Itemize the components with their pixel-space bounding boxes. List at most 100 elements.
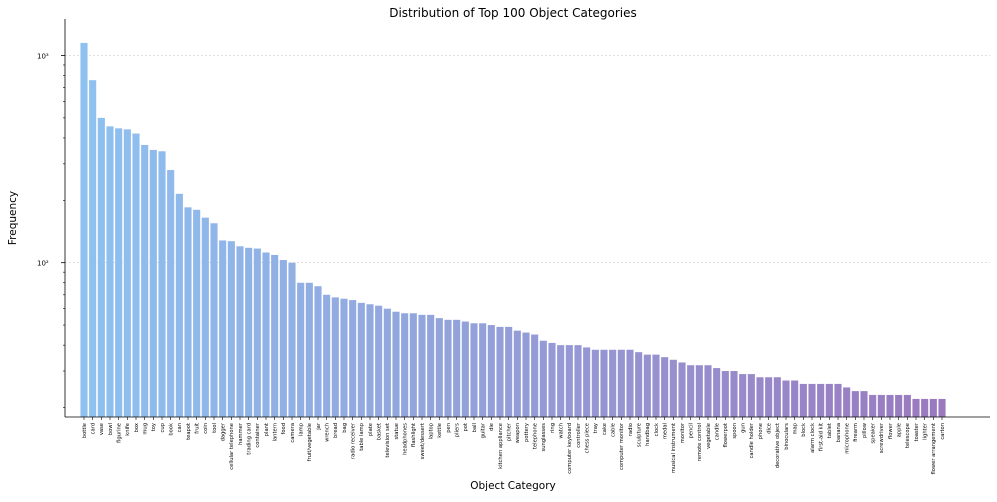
bar-vegetable (704, 365, 712, 417)
bar-pitcher (505, 326, 513, 417)
bar-clock (652, 354, 660, 417)
x-tick-label: bag (342, 423, 348, 433)
x-tick-label: telephone (532, 423, 538, 449)
bar-book (167, 170, 175, 417)
x-tick-label: basket (376, 423, 382, 440)
bar-flower (886, 394, 894, 417)
bar-coin (201, 217, 209, 417)
bar-decorative-object (773, 377, 781, 417)
x-tick-label: controller (576, 422, 582, 448)
x-tick-label: radio receiver (350, 422, 356, 459)
bar-weapon (513, 330, 521, 417)
x-tick-label: camera (290, 423, 296, 443)
x-tick-label: vase (99, 423, 105, 435)
x-tick-label: weapon (515, 423, 521, 443)
bar-kitchen-appliance (496, 326, 504, 417)
x-tick-label: pen (446, 423, 452, 433)
x-tick-label: hammer (238, 422, 244, 445)
x-tick-label: spoon (732, 423, 738, 439)
bar-candle-holder (747, 374, 755, 417)
bar-lamp (297, 282, 305, 417)
x-tick-label: handbag (645, 423, 651, 446)
bar-pillow (860, 391, 868, 417)
bar-computer-monitor (617, 349, 625, 417)
bar-radio (626, 349, 634, 417)
x-tick-label: vegetable (706, 423, 712, 449)
x-tick-label: flower (888, 422, 894, 439)
x-tick-label: flashlight (411, 423, 417, 447)
x-tick-label: tray (593, 423, 599, 433)
bar-statue (392, 311, 400, 417)
x-tick-label: computer monitor (619, 422, 625, 470)
bar-cable (609, 349, 617, 417)
x-tick-label: figurine (116, 423, 122, 443)
bar-pencil (687, 365, 695, 417)
bar-pot (461, 321, 469, 417)
bar-computer-keyboard (565, 345, 573, 417)
bar-bowl (106, 126, 114, 417)
bar-binoculars (782, 380, 790, 417)
x-tick-label: map (792, 422, 798, 434)
x-tick-label: ring (550, 423, 556, 433)
x-tick-label: ball (472, 423, 478, 432)
bar-can (175, 193, 183, 417)
x-tick-label: binoculars (784, 423, 790, 450)
bars (80, 42, 946, 418)
bar-firearm (851, 391, 859, 417)
x-tick-label: pitcher (506, 422, 512, 441)
x-tick-label: book (168, 423, 174, 436)
bar-bottle (80, 42, 88, 417)
x-tick-label: headphones (402, 423, 408, 455)
bar-tool (210, 223, 218, 417)
bar-teapot (184, 207, 192, 417)
bar-microphone (843, 387, 851, 417)
x-tick-label: telescope (905, 423, 911, 448)
bar-ball (470, 323, 478, 417)
x-tick-label: flower arrangement (931, 423, 937, 475)
bar-block (799, 383, 807, 417)
bar-jar (314, 286, 322, 417)
bar-bag (340, 298, 348, 417)
bar-box (132, 133, 140, 417)
bar-table-lamp (357, 302, 365, 417)
x-tick-label: can (177, 423, 183, 432)
bar-plant (262, 252, 270, 417)
bar-toaster (912, 398, 920, 417)
x-tick-label: speaker (870, 422, 876, 443)
x-tick-label: pliers (454, 423, 460, 437)
x-tick-label: apple (896, 423, 902, 437)
x-tick-label: guitar (480, 422, 486, 438)
chart-title: Distribution of Top 100 Object Categorie… (389, 6, 637, 20)
bar-television-set (383, 308, 391, 417)
y-axis-label: Frequency (7, 191, 19, 245)
bar-card (89, 80, 97, 418)
bar-pottery (522, 332, 530, 417)
x-tick-label: first-aid kit (818, 423, 824, 451)
bar-die (487, 325, 495, 417)
x-tick-label: cup (160, 422, 166, 432)
bar-carton (938, 398, 946, 417)
x-tick-label: container (255, 422, 261, 447)
bar-tray (591, 349, 599, 417)
x-tick-label: banana (836, 423, 842, 442)
bar-map (791, 380, 799, 417)
bar-candle (713, 368, 721, 417)
x-axis-label: Object Category (470, 480, 556, 492)
bar-hammer (236, 246, 244, 417)
bar-dagger (219, 240, 227, 417)
x-tick-label: television set (385, 423, 391, 458)
bar-laptop (427, 314, 435, 417)
bar-screwdriver (877, 394, 885, 417)
bar-kettle (435, 318, 443, 417)
x-tick-label: microphone (844, 423, 850, 454)
bar-lighter (921, 398, 929, 417)
bar-phone (756, 377, 764, 417)
x-tick-label: lighter (922, 422, 928, 440)
bar-lantern (271, 254, 279, 417)
x-tick-label: cake (602, 423, 608, 435)
bar-tablet (825, 383, 833, 417)
bar-first-aid-kit (817, 383, 825, 417)
bar-sweet-dessert (418, 314, 426, 417)
bar-knife (123, 129, 131, 417)
y-tick-label: 10² (37, 260, 49, 268)
